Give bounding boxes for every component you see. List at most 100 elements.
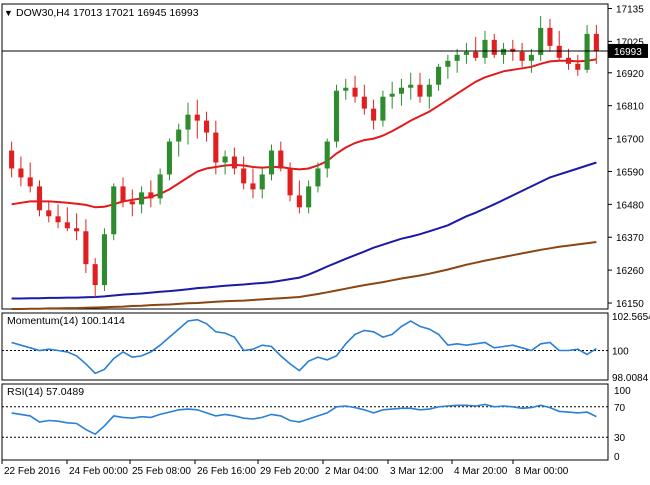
price-tick-label: 16810 xyxy=(616,102,644,113)
candle-body xyxy=(36,186,43,211)
candle-body xyxy=(250,183,256,190)
candle[interactable] xyxy=(575,54,581,76)
candle[interactable] xyxy=(36,180,43,217)
candle[interactable] xyxy=(510,39,516,61)
candle-body xyxy=(417,84,423,97)
dropdown-triangle-icon[interactable]: ▼ xyxy=(4,8,13,18)
candle[interactable] xyxy=(27,162,33,193)
candle[interactable] xyxy=(436,63,442,91)
candle[interactable] xyxy=(371,99,377,130)
candle[interactable] xyxy=(408,72,414,100)
candle[interactable] xyxy=(157,168,163,205)
candle[interactable] xyxy=(9,141,15,178)
last-price-tag xyxy=(608,43,648,58)
time-tick-label: 26 Feb 16:00 xyxy=(197,466,256,477)
candle[interactable] xyxy=(454,48,460,73)
candle[interactable] xyxy=(176,123,182,157)
candle[interactable] xyxy=(268,144,275,181)
candle[interactable] xyxy=(287,162,293,202)
candle[interactable] xyxy=(55,204,61,229)
candle[interactable] xyxy=(213,120,219,175)
candle-body xyxy=(74,228,80,232)
candle[interactable] xyxy=(203,111,210,142)
candle[interactable] xyxy=(111,183,117,241)
candle[interactable] xyxy=(500,42,507,64)
rsi-title: RSI(14) 57.0489 xyxy=(7,386,84,398)
candle[interactable] xyxy=(296,180,302,214)
candle[interactable] xyxy=(491,33,497,58)
candle[interactable] xyxy=(129,189,135,217)
candle[interactable] xyxy=(538,15,544,61)
candle[interactable] xyxy=(343,78,349,100)
candle[interactable] xyxy=(556,30,562,61)
candle[interactable] xyxy=(101,228,108,292)
candle[interactable] xyxy=(547,18,553,52)
candle[interactable] xyxy=(250,168,256,199)
candle[interactable] xyxy=(584,24,590,73)
candle[interactable] xyxy=(389,81,395,109)
candle[interactable] xyxy=(426,78,432,109)
candle[interactable] xyxy=(241,156,247,190)
price-tick-label: 16150 xyxy=(616,299,644,310)
price-pane[interactable]: 17135 17025 16920 16810 16700 16590 16480 16370… xyxy=(1,3,648,310)
candle[interactable] xyxy=(324,138,330,178)
candle[interactable] xyxy=(74,213,80,241)
candle[interactable] xyxy=(148,180,154,208)
candle-body xyxy=(436,66,442,85)
candle-body xyxy=(380,96,386,121)
candle[interactable] xyxy=(185,102,191,145)
momentum-line xyxy=(11,318,597,375)
candle-body xyxy=(278,150,284,169)
candle[interactable] xyxy=(306,180,312,214)
candle[interactable] xyxy=(259,168,265,199)
candle[interactable] xyxy=(139,186,145,214)
momentum-pane[interactable]: 102.5654 100 98.0084 xyxy=(1,312,650,384)
candle[interactable] xyxy=(361,84,367,115)
candle[interactable] xyxy=(166,138,172,181)
candle[interactable] xyxy=(333,84,340,148)
candle[interactable] xyxy=(528,48,534,73)
candle[interactable] xyxy=(18,156,24,187)
candle-body xyxy=(129,201,135,205)
candle-body xyxy=(343,87,349,91)
candle-body xyxy=(463,51,469,55)
candle[interactable] xyxy=(315,162,321,193)
time-tick-label: 8 Mar 00:00 xyxy=(515,466,569,477)
candle[interactable] xyxy=(83,219,89,274)
momentum-tick-label: 102.5654 xyxy=(612,312,650,323)
rsi-pane[interactable]: 100 70 30 0 xyxy=(1,383,631,463)
candle[interactable] xyxy=(380,90,386,127)
candle[interactable] xyxy=(92,258,98,298)
candle-body xyxy=(111,186,117,235)
candle[interactable] xyxy=(194,99,200,139)
candle[interactable] xyxy=(519,42,525,67)
price-tick-label: 16260 xyxy=(616,266,644,277)
candle-body xyxy=(528,54,534,61)
candle[interactable] xyxy=(352,75,358,103)
candle[interactable] xyxy=(565,48,572,70)
candle[interactable] xyxy=(445,54,451,79)
candle[interactable] xyxy=(398,78,405,106)
candle-body xyxy=(185,114,191,130)
candle[interactable] xyxy=(463,42,469,64)
candle-body xyxy=(306,186,312,208)
candle[interactable] xyxy=(473,36,479,61)
candle[interactable] xyxy=(222,150,228,175)
candle-body xyxy=(148,192,154,199)
time-axis: 22 Feb 2016 24 Feb 00:00 25 Feb 08:00 26 Fe… xyxy=(1,460,569,477)
candle[interactable] xyxy=(120,177,126,208)
candle[interactable] xyxy=(278,141,284,172)
candle[interactable] xyxy=(482,30,488,64)
candle[interactable] xyxy=(593,24,599,64)
price-tick-label: 17025 xyxy=(616,37,644,48)
candle-body xyxy=(519,51,525,61)
candle-body xyxy=(556,45,562,58)
candle[interactable] xyxy=(46,201,52,223)
candle[interactable] xyxy=(64,207,70,232)
candle[interactable] xyxy=(231,147,237,175)
candle-body xyxy=(500,48,507,55)
candle[interactable] xyxy=(417,72,423,103)
candle-body xyxy=(268,150,275,175)
